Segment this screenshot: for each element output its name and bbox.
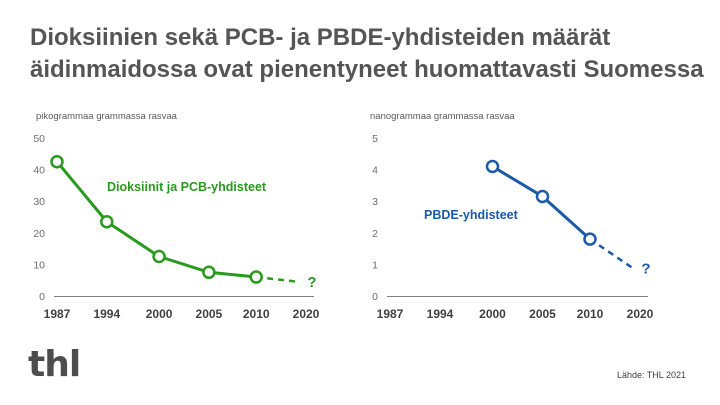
projection-dashed-line: [589, 238, 633, 269]
data-point: [202, 265, 216, 280]
x-tick-label: 1994: [93, 307, 120, 321]
data-point: [583, 232, 597, 246]
y-axis-unit-label: pikogrammaa grammassa rasvaa: [36, 111, 178, 122]
x-tick-label: 2010: [577, 307, 604, 321]
x-tick-label: 2020: [293, 307, 320, 321]
y-tick-label: 40: [33, 165, 45, 177]
series-name-label: PBDE-yhdisteet: [424, 208, 519, 222]
series-name-label: Dioksiinit ja PCB-yhdisteet: [107, 180, 267, 194]
y-tick-label: 2: [372, 228, 378, 240]
chart-title: Dioksiinien sekä PCB- ja PBDE-yhdisteide…: [30, 22, 704, 86]
data-point: [535, 189, 550, 204]
y-axis-unit-label: nanogrammaa grammassa rasvaa: [370, 111, 515, 122]
x-tick-label: 1994: [427, 307, 454, 321]
source-note: Lähde: THL 2021: [616, 370, 686, 380]
thl-logo: thl: [28, 344, 81, 385]
x-tick-label: 2020: [627, 307, 654, 321]
data-point: [152, 249, 166, 264]
data-point: [249, 270, 263, 284]
x-tick-label: 2005: [196, 307, 223, 321]
y-tick-label: 0: [372, 291, 378, 303]
data-point: [100, 214, 114, 229]
y-tick-label: 3: [372, 196, 378, 208]
data-point: [485, 159, 500, 174]
data-point: [50, 154, 64, 169]
title-line-2: äidinmaidossa ovat pienentyneet huomatta…: [30, 56, 704, 83]
x-tick-label: 1987: [377, 307, 404, 321]
y-tick-label: 50: [33, 133, 45, 145]
title-line-1: Dioksiinien sekä PCB- ja PBDE-yhdisteide…: [30, 24, 611, 51]
y-tick-label: 5: [372, 133, 378, 145]
projection-question-mark: ?: [641, 261, 650, 278]
y-tick-label: 10: [33, 259, 45, 271]
x-tick-label: 2005: [529, 307, 556, 321]
y-tick-label: 4: [372, 165, 378, 177]
y-tick-label: 30: [33, 196, 45, 208]
x-tick-label: 2010: [243, 307, 270, 321]
x-tick-label: 1987: [44, 307, 71, 321]
y-tick-label: 0: [39, 291, 45, 303]
projection-question-mark: ?: [307, 274, 316, 291]
x-tick-label: 2000: [146, 307, 173, 321]
projection-dashed-line: [256, 275, 299, 284]
x-tick-label: 2000: [479, 307, 506, 321]
y-tick-label: 20: [33, 228, 45, 240]
y-tick-label: 1: [372, 259, 378, 271]
